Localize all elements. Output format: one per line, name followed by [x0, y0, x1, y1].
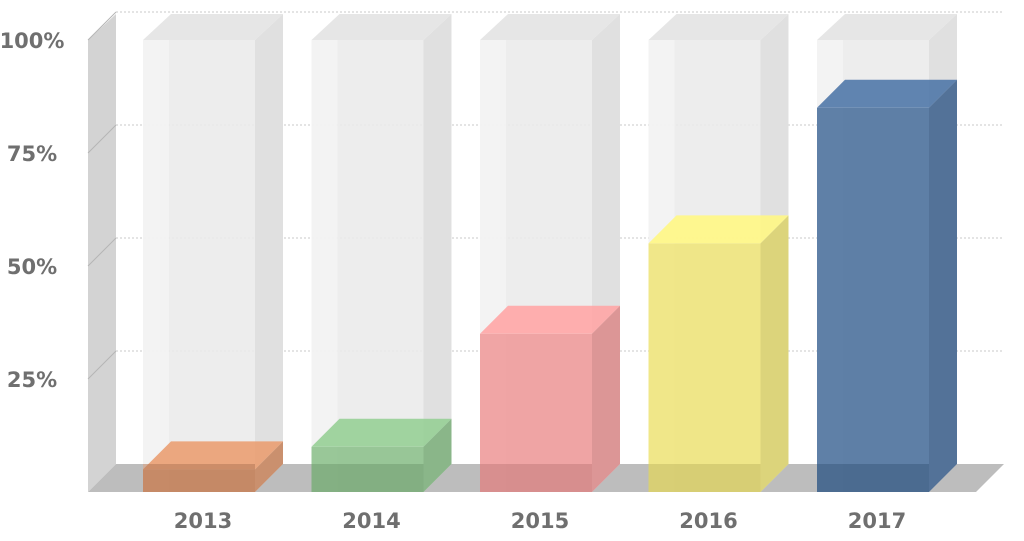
bar-glass-top [143, 14, 283, 40]
bar-glass-highlight [311, 40, 338, 492]
bar [311, 14, 452, 492]
bar [143, 14, 283, 492]
bar-fill-side [929, 79, 957, 493]
bars [143, 14, 957, 493]
gridline-diagonal [87, 11, 117, 41]
bar-glass-side [423, 14, 452, 492]
bar [480, 14, 620, 492]
bar [817, 14, 957, 493]
bar-fill-side [592, 305, 620, 492]
x-tick-label: 2015 [511, 509, 569, 533]
bar-fill-top [311, 418, 452, 447]
bar-glass-top [311, 14, 452, 40]
y-tick-label: 50% [7, 255, 57, 279]
bar-glass-top [817, 14, 957, 40]
bar-fill-top [143, 441, 283, 470]
bar-glass-top [648, 14, 789, 40]
x-tick-label: 2013 [174, 509, 232, 533]
bar-fill-base [311, 464, 424, 492]
x-tick-label: 2016 [679, 509, 737, 533]
bar-fill-top [480, 305, 620, 334]
x-axis-tick-labels: 2013 2014 2015 2016 2017 [174, 509, 906, 533]
left-wall [88, 14, 116, 492]
bar [648, 14, 789, 492]
bar-fill-side [423, 418, 452, 492]
bar-fill-top [648, 215, 789, 244]
y-tick-label: 100% [0, 29, 64, 53]
bar-fill-base [143, 464, 255, 492]
bar-fill-front [648, 243, 761, 492]
bar-fill-base [480, 464, 592, 492]
gridline-diagonal [87, 237, 117, 267]
y-axis-tick-labels: 25% 50% 75% 100% [0, 29, 64, 392]
y-tick-label: 75% [7, 142, 57, 166]
bar-fill-base [648, 464, 761, 492]
x-tick-label: 2014 [342, 509, 400, 533]
x-tick-label: 2017 [848, 509, 906, 533]
gridline-diagonal [87, 124, 117, 154]
bar-fill-side [255, 441, 283, 492]
gridline-diagonal [87, 350, 117, 380]
bar-glass-side [255, 14, 283, 492]
bar-glass-top [480, 14, 620, 40]
bar-fill-base [817, 464, 929, 492]
y-tick-label: 25% [7, 368, 57, 392]
bar-glass-highlight [143, 40, 169, 492]
bar-fill-front [817, 107, 929, 493]
bar-fill-top [817, 79, 957, 108]
bar-fill-side [760, 215, 789, 492]
